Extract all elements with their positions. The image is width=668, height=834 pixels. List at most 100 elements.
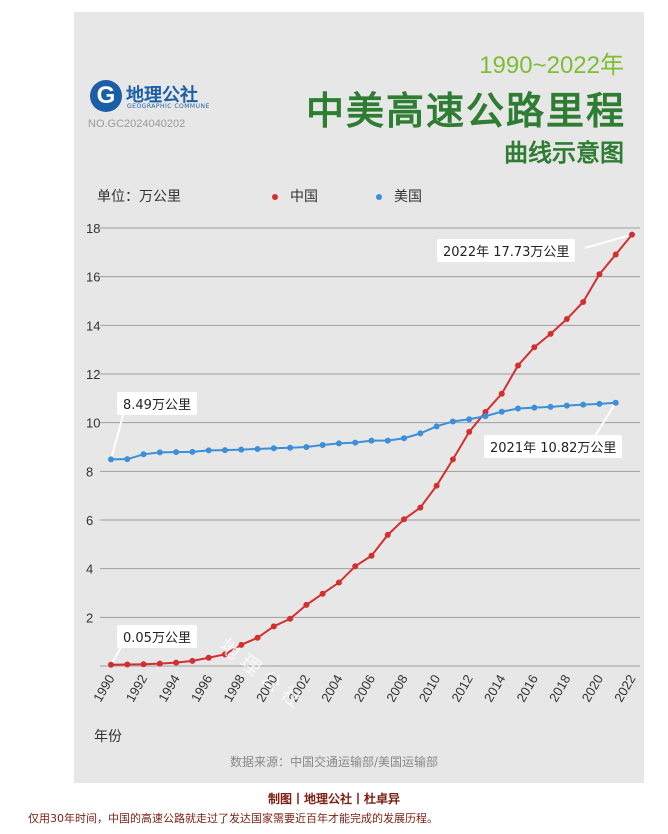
x-tick-label: 1994 xyxy=(155,672,182,705)
data-point-usa xyxy=(596,400,603,407)
x-axis-title: 年份 xyxy=(94,729,122,745)
data-point-china xyxy=(156,660,163,667)
chart-title: 中美高速公路里程 xyxy=(305,89,626,133)
y-tick-label: 14 xyxy=(86,318,100,333)
data-point-usa xyxy=(287,444,294,451)
data-point-usa xyxy=(563,402,570,409)
x-tick-label: 2012 xyxy=(448,672,475,705)
data-point-usa xyxy=(449,418,456,425)
logo: G 地理公社 GEOGRAPHIC COMMUNE NO.GC202404020… xyxy=(88,80,230,132)
data-point-usa xyxy=(335,440,342,447)
data-point-usa xyxy=(580,401,587,408)
y-tick-label: 4 xyxy=(86,562,93,577)
data-point-usa xyxy=(254,445,261,452)
data-point-usa xyxy=(417,430,424,437)
callout-usa-1990: 8.49万公里 xyxy=(117,392,197,415)
data-point-china xyxy=(124,661,131,668)
data-point-china xyxy=(238,641,245,648)
y-tick-label: 8 xyxy=(86,464,93,479)
x-tick-label: 1990 xyxy=(90,672,117,705)
legend-item-usa: 美国 xyxy=(376,186,422,206)
y-tick-label: 2 xyxy=(86,610,93,625)
data-point-china xyxy=(108,661,114,668)
data-point-usa xyxy=(547,403,554,410)
data-point-china xyxy=(173,659,180,666)
data-point-china xyxy=(205,654,212,661)
callout-china-1990: 0.05万公里 xyxy=(117,625,197,648)
data-source: 数据来源：中国交通运输部/美国运输部 xyxy=(229,755,439,769)
data-point-china xyxy=(449,456,456,463)
unit-label: 单位：万公里 xyxy=(97,189,181,205)
y-tick-label: 6 xyxy=(86,513,93,528)
data-point-china xyxy=(466,428,473,435)
data-point-usa xyxy=(433,423,440,430)
data-point-usa xyxy=(124,456,131,463)
data-point-china xyxy=(221,651,228,658)
data-point-china xyxy=(287,615,294,622)
data-point-china xyxy=(140,661,147,668)
data-point-china xyxy=(580,298,587,305)
data-point-usa xyxy=(384,437,391,444)
data-point-china xyxy=(352,563,359,570)
legend-dot-usa xyxy=(376,194,382,200)
annotation-pointer-0 xyxy=(110,411,125,460)
y-tick-label: 16 xyxy=(86,270,100,285)
logo-name: 地理公社 xyxy=(126,85,198,106)
y-tick-label: 10 xyxy=(86,416,100,431)
callout-usa-2021: 2021年 10.82万公里 xyxy=(484,435,623,458)
x-tick-label: 2020 xyxy=(579,672,606,705)
x-tick-label: 2008 xyxy=(383,672,410,705)
data-point-usa xyxy=(303,444,310,450)
x-tick-label: 2010 xyxy=(416,672,443,705)
data-point-china xyxy=(319,590,326,597)
legend-label-china: 中国 xyxy=(290,189,318,205)
logo-number: NO.GC2024040202 xyxy=(88,118,186,130)
x-tick-label: 2004 xyxy=(318,672,345,705)
annotation-pointer-2 xyxy=(584,233,633,249)
data-point-usa xyxy=(482,413,489,420)
title-years: 1990~2022年 xyxy=(479,52,624,79)
data-point-china xyxy=(433,482,440,489)
y-tick-label: 12 xyxy=(86,367,100,382)
data-point-usa xyxy=(238,446,245,453)
data-point-usa xyxy=(401,435,408,442)
x-tick-label: 2016 xyxy=(513,672,540,705)
data-point-china xyxy=(515,362,522,369)
data-point-usa xyxy=(173,449,180,456)
caption: 仅用30年时间，中国的高速公路就走过了发达国家需要近百年才能完成的发展历程。 xyxy=(28,812,438,825)
y-tick-label: 18 xyxy=(86,221,100,236)
data-point-china xyxy=(629,231,635,238)
data-point-usa xyxy=(319,442,326,449)
callout-china-2022: 2022年 17.73万公里 xyxy=(437,239,576,262)
legend-label-usa: 美国 xyxy=(394,189,422,205)
data-point-usa xyxy=(156,449,163,456)
x-tick-label: 2018 xyxy=(546,672,573,705)
data-point-china xyxy=(547,330,554,337)
chart-subtitle: 曲线示意图 xyxy=(504,139,624,167)
data-point-usa xyxy=(189,448,196,455)
data-point-china xyxy=(482,408,489,415)
data-point-china xyxy=(384,531,391,538)
x-tick-label: 2006 xyxy=(351,672,378,705)
data-point-usa xyxy=(368,437,375,444)
legend-item-china: 中国 xyxy=(272,186,318,206)
data-point-usa xyxy=(108,456,114,463)
logo-english: GEOGRAPHIC COMMUNE xyxy=(127,103,210,110)
x-tick-label: 1996 xyxy=(188,672,215,705)
data-point-usa xyxy=(205,447,212,454)
data-point-china xyxy=(335,579,342,586)
data-point-china xyxy=(254,634,261,641)
x-tick-label: 1998 xyxy=(220,672,247,705)
data-point-china xyxy=(401,516,408,523)
data-point-usa xyxy=(352,439,359,446)
logo-icon: G xyxy=(90,80,122,112)
credit-line: 制图丨地理公社丨杜卓异 xyxy=(267,792,400,806)
data-point-usa xyxy=(612,399,619,406)
data-point-china xyxy=(612,251,619,258)
x-tick-label: 2022 xyxy=(611,672,638,705)
x-tick-label: 2014 xyxy=(481,672,508,705)
x-tick-label: 1992 xyxy=(123,672,150,705)
data-point-usa xyxy=(270,445,277,452)
data-point-china xyxy=(596,271,603,278)
